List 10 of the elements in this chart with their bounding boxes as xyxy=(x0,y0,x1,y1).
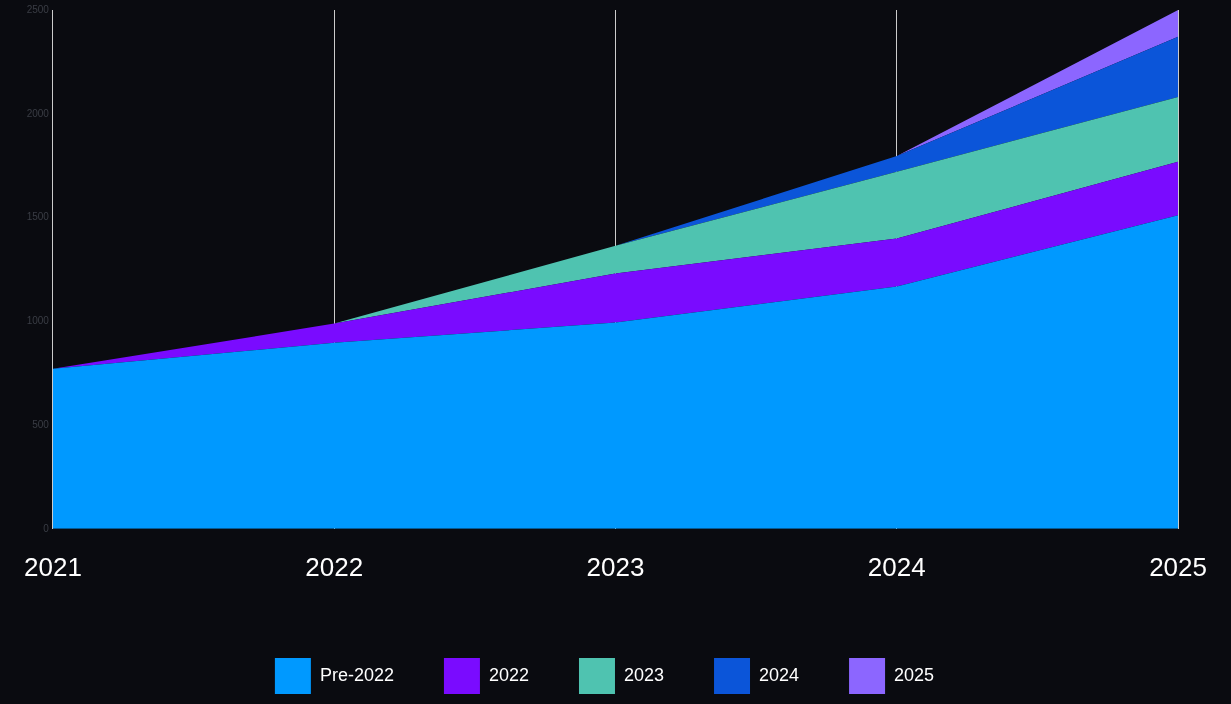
legend-label: 2024 xyxy=(759,664,800,685)
legend-label: 2025 xyxy=(894,664,935,685)
legend-label: Pre-2022 xyxy=(319,664,394,685)
x-tick-label: 2025 xyxy=(1149,551,1207,582)
x-tick-label: 2022 xyxy=(305,551,364,582)
legend-label: 2023 xyxy=(623,664,665,685)
x-tick-label: 2021 xyxy=(24,551,82,582)
x-tick-label: 2024 xyxy=(867,551,926,582)
x-tick-label: 2023 xyxy=(586,551,645,582)
legend-label: 2022 xyxy=(488,664,529,685)
